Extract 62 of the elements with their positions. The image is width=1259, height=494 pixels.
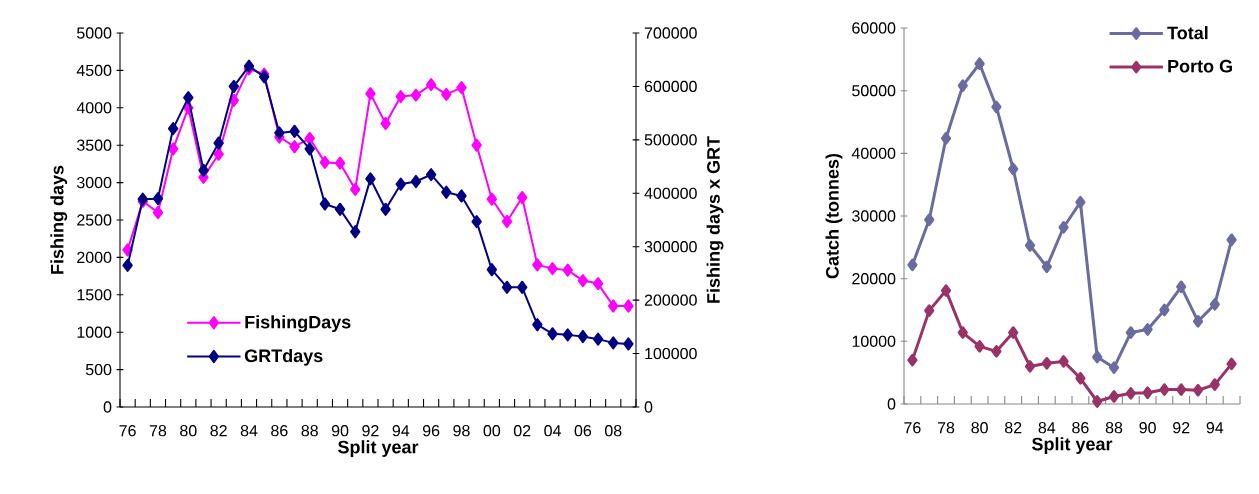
x-tick-label: 78 [149,425,167,437]
x-tick-label: 80 [971,422,988,434]
x-tick-label: 98 [453,425,470,437]
x-tick-label: 86 [271,425,288,437]
y-axis-title: Fishing days [50,165,68,274]
x-tick-label: 88 [1105,422,1123,434]
x-tick-label: 08 [604,425,622,437]
y2-tick-label: 700000 [644,27,697,39]
x-tick-label: 92 [1173,422,1190,434]
y-axis-title: Catch (tonnes) [825,153,843,279]
y-tick-label: 50000 [852,85,896,97]
x-tick-label: 84 [1038,422,1056,434]
y2-tick-label: 500000 [644,134,697,146]
y-tick-label: 3000 [76,176,112,189]
x-tick-label: 76 [904,422,921,434]
x-tick-label: 00 [483,425,501,437]
x-tick-label: 04 [544,425,561,437]
y-tick-label: 3500 [76,139,112,151]
y2-tick-label: 100000 [645,347,697,360]
legend-label: Total [1167,26,1208,40]
y-tick-label: 4500 [76,64,112,77]
y-tick-label: 10000 [852,335,896,347]
x-tick-label: 86 [1072,422,1089,434]
x-tick-label: 94 [392,425,410,437]
x-axis-title: Split year [338,440,419,457]
y-tick-label: 2000 [77,251,112,264]
x-tick-label: 88 [301,425,318,437]
x-tick-label: 80 [180,425,197,437]
x-tick-label: 78 [937,422,955,434]
y-tick-label: 1500 [77,289,112,301]
y-tick-label: 20000 [852,273,896,285]
x-tick-label: 94 [1206,422,1224,434]
y-tick-label: 40000 [851,147,896,159]
legend-label: Porto G [1168,59,1232,73]
y2-axis-title: Fishing days x GRT [706,136,724,303]
y-tick-label: 4000 [76,102,112,114]
y-tick-label: 60000 [852,22,896,34]
x-tick-label: 82 [210,425,227,437]
y2-tick-label: 0 [644,401,653,413]
y-tick-label: 1000 [77,326,112,338]
x-tick-label: 90 [1139,422,1156,434]
x-tick-label: 96 [422,425,440,437]
y-tick-label: 2500 [77,214,112,226]
y2-tick-label: 300000 [644,241,697,253]
legend-label: FishingDays [245,315,351,333]
x-tick-label: 02 [513,425,531,437]
x-tick-label: 84 [240,425,258,437]
y-tick-label: 0 [887,398,896,410]
y-tick-label: 5000 [77,27,112,39]
y-tick-label: 500 [85,363,112,376]
x-tick-label: 06 [574,425,592,437]
y2-tick-label: 600000 [644,80,697,93]
legend-label: GRTdays [244,348,323,366]
x-tick-label: 90 [331,425,349,437]
x-tick-label: 82 [1005,422,1022,434]
x-tick-label: 76 [119,425,136,437]
y2-tick-label: 200000 [644,294,697,306]
y-tick-label: 0 [103,401,112,413]
x-tick-label: 92 [362,425,379,437]
y2-tick-label: 400000 [644,187,697,199]
x-axis-title: Split year [1032,437,1113,454]
y-tick-label: 30000 [852,210,896,222]
